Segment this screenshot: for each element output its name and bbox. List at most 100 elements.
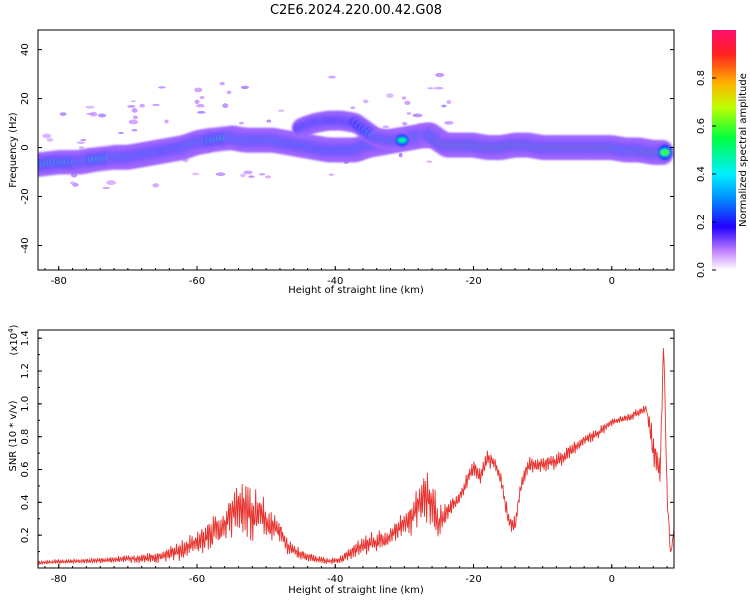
heat-speckle [152, 183, 160, 188]
heat-speckle [222, 103, 229, 109]
y-tick-label: 0.6 [20, 462, 31, 478]
heat-speckle [192, 172, 200, 176]
x-tick-label: 0 [609, 574, 615, 585]
heat-speckle [248, 175, 255, 178]
colorbar-label: Normalized spectral amplitude [738, 73, 749, 227]
heat-speckle [328, 75, 336, 79]
heat-speckle [350, 106, 356, 110]
heat-speckle [130, 100, 136, 103]
heat-speckle [265, 175, 271, 179]
colorbar-ticks: 0.0 0.2 0.4 0.6 0.8 [696, 70, 716, 278]
heat-speckle [46, 138, 54, 142]
x-tick-label: -20 [465, 574, 481, 585]
heat-speckle [102, 186, 111, 190]
heat-speckle [127, 105, 136, 108]
heat-speckle [240, 85, 249, 90]
heat-speckle [441, 104, 447, 108]
heat-speckle [133, 115, 138, 120]
colorbar-tick-label: 0.4 [696, 166, 707, 182]
chart-title: C2E6.2024.220.00.42.G08 [270, 3, 442, 18]
heat-speckle [199, 96, 205, 100]
heat-speckle [131, 129, 138, 132]
heat-speckle [197, 111, 206, 114]
y-tick-label: 0.2 [20, 527, 31, 543]
heat-blob [397, 138, 407, 143]
snr-x-ticks: -80 -60 -40 -20 0 [44, 564, 668, 585]
heat-speckle [79, 139, 87, 142]
heat-speckle [402, 121, 408, 126]
snr-x-axis-label: Height of straight line (km) [288, 585, 424, 596]
y-tick-label: 1.2 [20, 363, 31, 379]
heat-speckle [70, 172, 78, 178]
heat-speckle [258, 173, 266, 176]
heat-speckle [412, 113, 423, 118]
heat-speckle [401, 96, 407, 100]
heat-speckle [106, 180, 116, 186]
colorbar-tick-label: 0.2 [696, 214, 707, 230]
heat-speckle [139, 103, 146, 108]
heat-speckle [42, 133, 52, 139]
colorbar: 0.0 0.2 0.4 0.6 0.8 Normalized spectral ampl… [696, 30, 749, 278]
heat-speckle [382, 125, 390, 129]
y-tick-label: -40 [20, 237, 31, 253]
y-tick-label: 0.4 [20, 494, 31, 510]
heat-speckle [226, 90, 232, 95]
heat-speckle [444, 120, 454, 125]
snr-panel: -80 -60 -40 -20 0 0.2 0.4 0.6 0.8 1.0 1.2 1.4 Heig… [7, 324, 675, 596]
x-tick-label: 0 [609, 276, 615, 287]
x-tick-label: -20 [465, 276, 481, 287]
snr-y-scale-base: (x10 [9, 333, 20, 356]
spectrogram-frame [37, 29, 675, 271]
heat-speckle [164, 119, 169, 124]
svg-text:(x104): (x104) [7, 324, 20, 355]
heat-speckle [215, 172, 226, 177]
heat-speckle [194, 87, 203, 93]
y-tick-label: 1.4 [20, 330, 31, 346]
x-tick-label: -40 [327, 276, 343, 287]
colorbar-tick-label: 0.8 [696, 70, 707, 86]
heat-speckle [266, 119, 272, 123]
heat-speckle [152, 103, 160, 107]
heat-speckle [97, 113, 107, 118]
heat-speckle [243, 170, 253, 175]
x-tick-label: -60 [189, 574, 205, 585]
heat-speckle [69, 181, 75, 185]
heatmap-area [38, 72, 674, 190]
x-tick-label: -40 [327, 574, 343, 585]
y-tick-label: 20 [20, 92, 31, 105]
heat-speckle [398, 152, 403, 158]
heat-speckle [406, 112, 412, 115]
y-tick-label: 40 [20, 43, 31, 56]
snr-y-scale-suffix: ) [9, 324, 20, 328]
spectrogram-y-ticks: 40 20 0 -20 -40 [20, 43, 674, 254]
y-tick-label: 0.8 [20, 429, 31, 445]
heat-speckle [85, 105, 95, 109]
spectrogram-x-axis-label: Height of straight line (km) [288, 285, 424, 296]
spectrogram-x-ticks: -80 -60 -40 -20 0 [44, 266, 668, 287]
heat-speckle [386, 93, 394, 99]
heat-speckle [131, 108, 138, 113]
heat-speckle [328, 173, 335, 176]
heat-speckle [435, 72, 445, 78]
x-tick-label: -60 [189, 276, 205, 287]
snr-y-scale: (x104) [7, 324, 20, 355]
heat-speckle [59, 112, 67, 116]
heat-speckle [78, 146, 85, 150]
heat-speckle [426, 160, 433, 163]
heat-speckle [196, 104, 205, 108]
x-tick-label: -80 [51, 574, 67, 585]
heat-speckle [76, 141, 86, 144]
colorbar-tick-label: 0.0 [696, 262, 707, 278]
heat-speckle [240, 173, 246, 178]
spectrogram-y-axis-label: Frequency (Hz) [8, 112, 19, 188]
heat-speckle [362, 99, 369, 104]
snr-y-axis-label: SNR (10 * v/v) [8, 400, 19, 471]
heat-speckle [194, 99, 200, 105]
y-tick-label: 1.0 [20, 396, 31, 412]
snr-frame [37, 329, 675, 569]
heat-speckle [128, 119, 139, 125]
spectrogram-panel: -80 -60 -40 -20 0 40 20 0 -20 -40 Height of stra… [8, 29, 675, 296]
heat-speckle [219, 81, 225, 86]
heat-speckle [158, 86, 166, 89]
